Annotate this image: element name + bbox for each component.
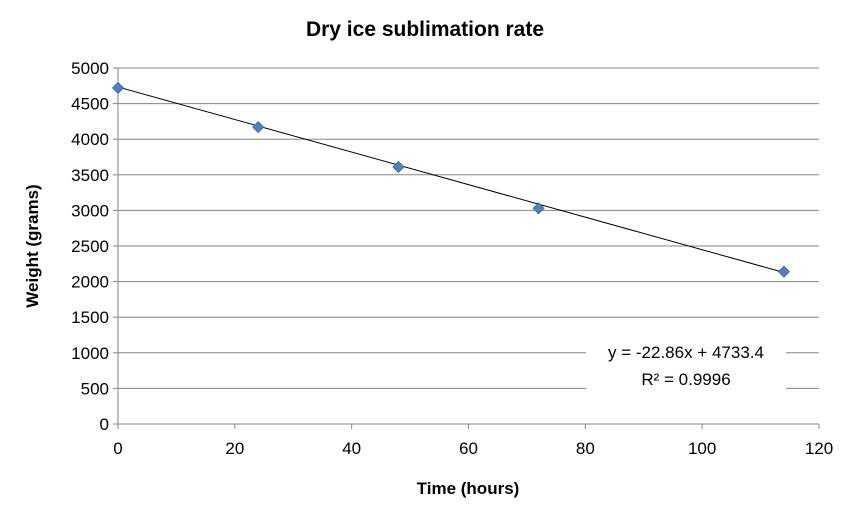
data-point-0-3	[532, 202, 545, 215]
x-tick-label-40: 40	[342, 439, 361, 458]
x-tick-label-80: 80	[576, 439, 595, 458]
x-tick-label-0: 0	[113, 439, 122, 458]
trendline	[117, 86, 785, 274]
x-axis-label: Time (hours)	[417, 479, 520, 498]
x-tick-label-120: 120	[805, 439, 833, 458]
y-tick-label-1500: 1500	[71, 308, 109, 327]
y-tick-label-4500: 4500	[71, 95, 109, 114]
trendline-r-squared: R² = 0.9996	[641, 370, 730, 389]
data-point-0-0	[111, 81, 125, 95]
y-axis-label: Weight (grams)	[23, 184, 42, 307]
chart-title: Dry ice sublimation rate	[306, 18, 544, 41]
trendline-label-background	[586, 337, 786, 397]
data-points	[111, 81, 791, 278]
gridlines	[118, 67, 819, 389]
y-tick-label-2500: 2500	[71, 237, 109, 256]
y-tick-label-500: 500	[81, 379, 109, 398]
data-point-0-4	[777, 265, 791, 278]
x-tick-labels: 0 20 40 60 80 100 120	[113, 439, 833, 458]
trendline-equation: y = -22.86x + 4733.4	[608, 343, 764, 362]
y-tick-label-3500: 3500	[71, 166, 109, 185]
data-point-0-2	[392, 160, 405, 174]
x-tick-label-60: 60	[459, 439, 478, 458]
y-tick-labels: 0 500 1000 1500 2000 2500 3000 3500 4000 4500 5000	[71, 59, 109, 434]
y-tick-label-3000: 3000	[71, 201, 109, 220]
data-point-0-1	[252, 121, 265, 134]
y-tick-label-1000: 1000	[71, 344, 109, 363]
y-tick-label-2000: 2000	[71, 273, 109, 292]
y-tick-label-4000: 4000	[71, 130, 109, 149]
x-tick-label-20: 20	[225, 439, 244, 458]
axes	[113, 67, 820, 429]
y-tick-label-5000: 5000	[71, 59, 109, 78]
y-tick-label-0: 0	[100, 415, 109, 434]
x-tick-label-100: 100	[688, 439, 716, 458]
trendline-line	[117, 86, 785, 274]
